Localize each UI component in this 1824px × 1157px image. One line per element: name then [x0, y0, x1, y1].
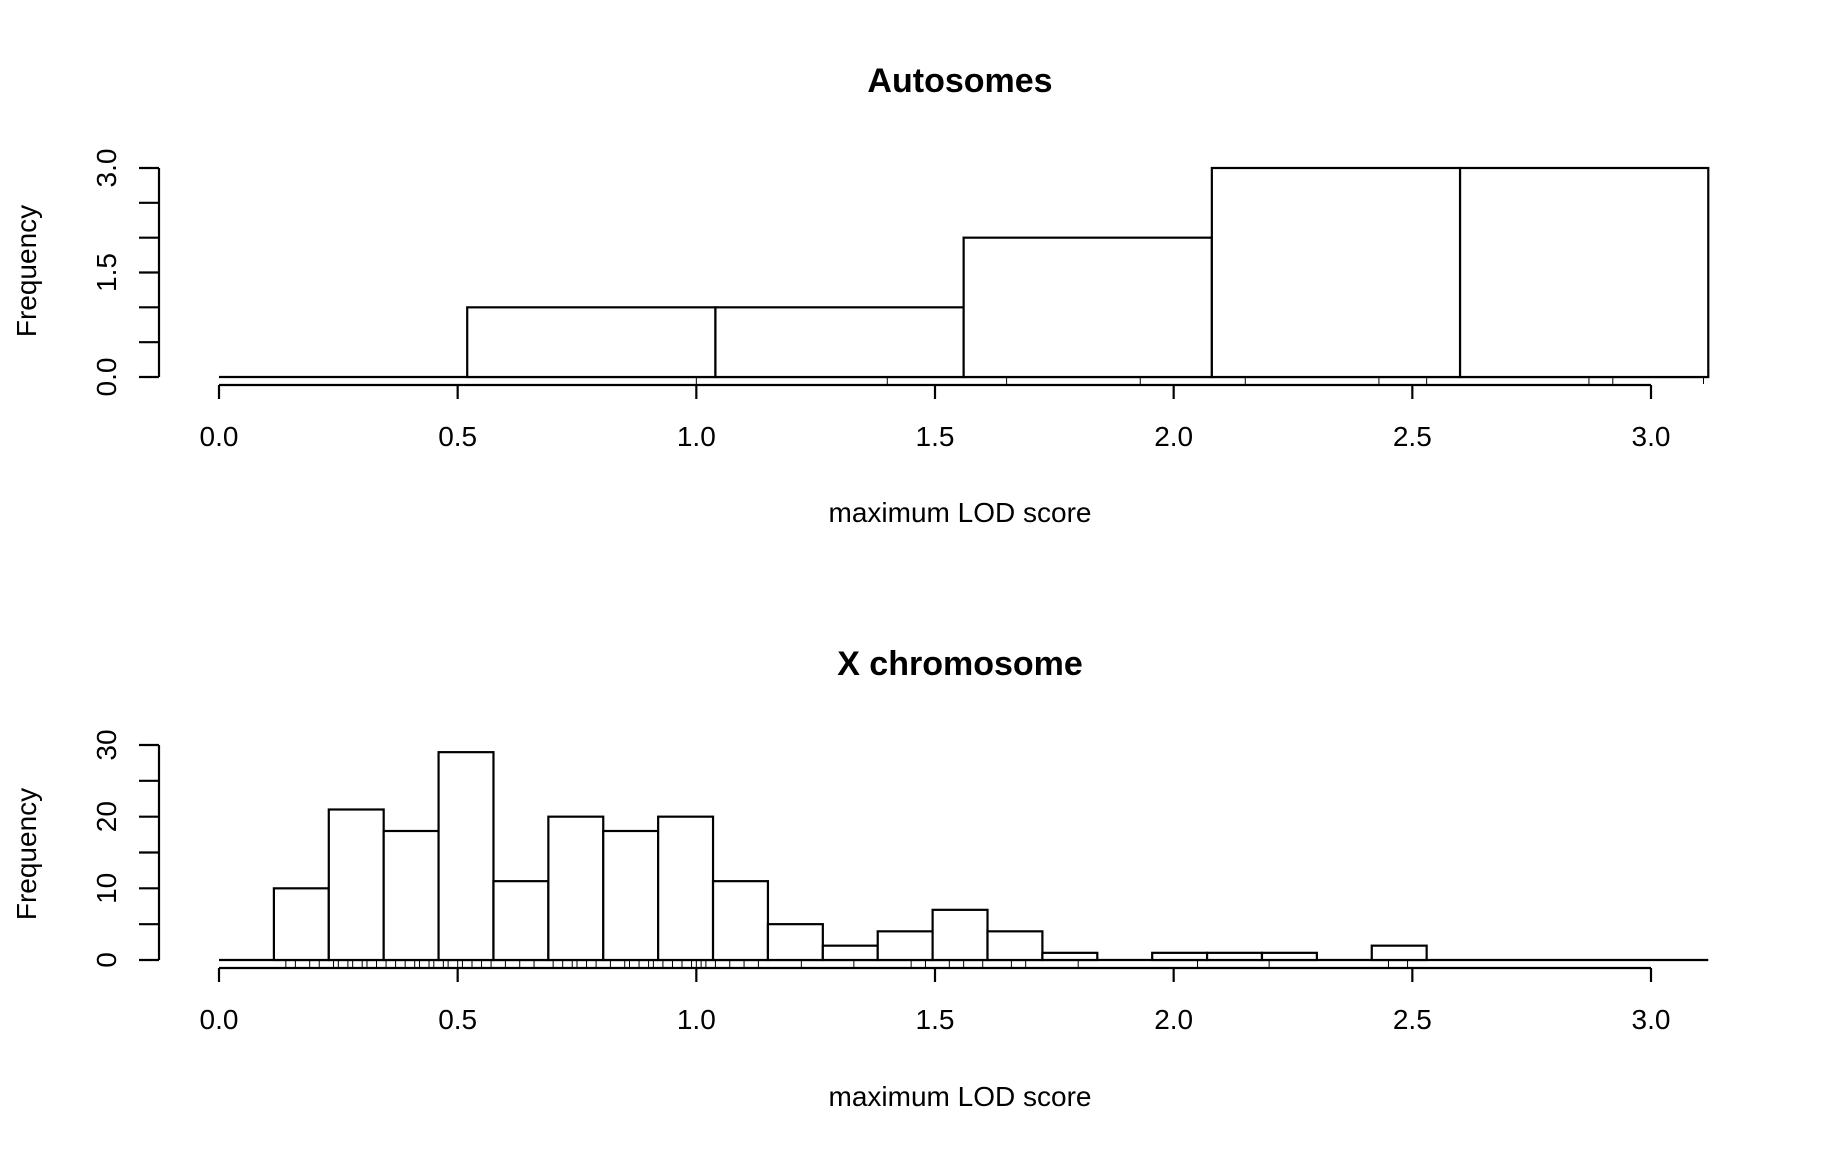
rug	[695, 377, 1705, 384]
chart-title: Autosomes	[867, 62, 1052, 100]
x-tick-label: 0.5	[438, 1004, 477, 1035]
x-tick-label: 1.0	[677, 421, 716, 452]
y-axis: 0 10 20 30	[91, 729, 161, 968]
x-tick-label: 1.5	[916, 421, 955, 452]
histogram-bar	[602, 829, 660, 962]
histogram-bar	[382, 829, 440, 962]
histogram-bar	[657, 815, 715, 962]
histogram-x-chromosome: X chromosome maximum LOD score Frequency…	[11, 645, 1709, 1112]
y-tick-label: 30	[91, 729, 122, 760]
y-axis-label: Frequency	[11, 205, 42, 337]
x-tick-label: 2.0	[1154, 421, 1193, 452]
histogram-bar	[547, 815, 605, 962]
histogram-bar	[327, 808, 385, 962]
y-tick-label: 3.0	[91, 149, 122, 188]
histogram-bar	[1370, 944, 1428, 962]
histogram-bar	[272, 887, 330, 962]
histogram-autosomes: Autosomes maximum LOD score Frequency 0.…	[11, 62, 1710, 528]
histogram-bar	[711, 880, 770, 962]
histogram-bar	[437, 751, 495, 962]
x-tick-label: 0.0	[200, 1004, 239, 1035]
histogram-bar	[492, 880, 550, 962]
histogram-bar	[1210, 166, 1462, 379]
y-tick-label: 10	[91, 873, 122, 904]
chart-title: X chromosome	[837, 645, 1083, 683]
y-tick-label: 0	[91, 952, 122, 968]
histogram-bar	[714, 306, 965, 379]
histogram-bar	[1260, 951, 1318, 962]
x-tick-label: 1.5	[916, 1004, 955, 1035]
bars	[219, 751, 1709, 962]
x-axis-label: maximum LOD score	[829, 1081, 1092, 1112]
x-axis-label: maximum LOD score	[829, 497, 1092, 528]
x-tick-label: 0.5	[438, 421, 477, 452]
y-tick-label: 0.0	[91, 358, 122, 397]
histogram-bar	[962, 236, 1213, 379]
y-tick-label: 1.5	[91, 253, 122, 292]
x-tick-label: 2.0	[1154, 1004, 1193, 1035]
histogram-bar	[1041, 951, 1099, 962]
bars	[219, 166, 1710, 379]
x-tick-label: 2.5	[1393, 421, 1432, 452]
histogram-bar	[821, 944, 879, 962]
y-tick-label: 20	[91, 801, 122, 832]
x-tick-label: 1.0	[677, 1004, 716, 1035]
x-tick-label: 3.0	[1632, 421, 1671, 452]
histogram-bar	[986, 930, 1044, 962]
histogram-bar	[466, 306, 717, 379]
histogram-bar	[876, 930, 934, 962]
y-axis-label: Frequency	[11, 788, 42, 920]
x-tick-label: 0.0	[200, 421, 239, 452]
x-tick-label: 2.5	[1393, 1004, 1432, 1035]
x-axis: 0.0 0.5 1.0 1.5 2.0 2.5 3.0	[200, 966, 1671, 1035]
histogram-bar	[1458, 166, 1710, 379]
x-axis: 0.0 0.5 1.0 1.5 2.0 2.5 3.0	[200, 383, 1671, 452]
x-tick-label: 3.0	[1632, 1004, 1671, 1035]
histogram-bar	[766, 923, 824, 962]
histogram-bar	[931, 908, 989, 962]
histogram-bar	[1205, 951, 1264, 962]
histogram-bar	[1151, 951, 1209, 962]
y-axis: 0.0 1.5 3.0	[91, 149, 161, 397]
rug	[285, 960, 1409, 967]
